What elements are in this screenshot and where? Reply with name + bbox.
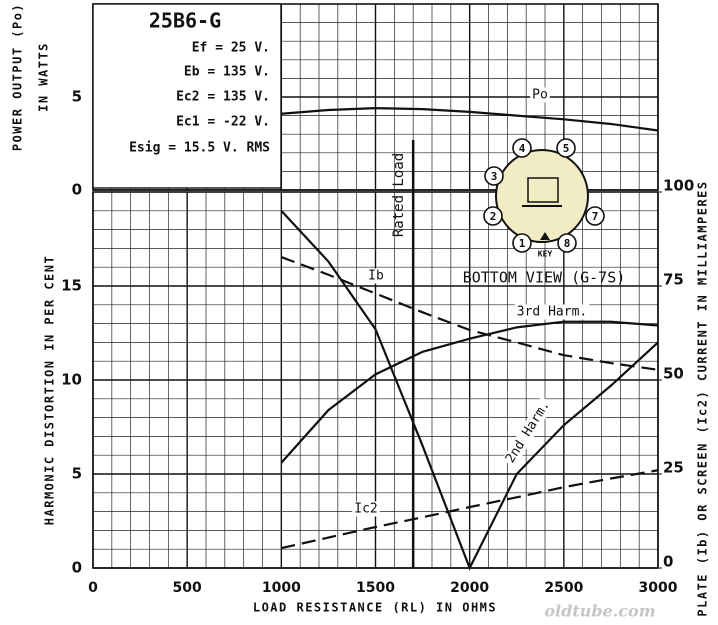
y2-tick-label: 50 — [663, 365, 684, 383]
label-background — [530, 87, 550, 103]
series-line — [280, 210, 659, 571]
y-tick-label: 15 — [61, 277, 82, 295]
pin — [484, 166, 504, 186]
x-axis-title: LOAD RESISTANCE (RL) IN OHMS — [253, 601, 497, 615]
pin — [557, 233, 577, 253]
y-axis-title: IN WATTS — [37, 42, 51, 112]
y2-tick-label: 0 — [663, 553, 673, 571]
tube-base — [495, 149, 589, 243]
rated-load-label: Rated Load — [391, 153, 407, 237]
series-line — [280, 320, 659, 464]
pin — [585, 206, 605, 226]
y-tick-label: 5 — [72, 88, 82, 106]
series-label: Po — [532, 88, 548, 103]
y-tick-label: 0 — [72, 559, 82, 577]
watermark: oldtube.com — [544, 602, 655, 621]
pin-label: 8 — [564, 237, 571, 250]
series-line — [281, 107, 659, 132]
label-background — [514, 304, 590, 320]
info-box — [92, 3, 282, 189]
pin — [512, 233, 532, 253]
pin — [556, 138, 576, 158]
marks — [280, 107, 659, 571]
y-axis-title: HARMONIC DISTORTION IN PER CENT — [43, 255, 57, 525]
x-tick-label: 1500 — [356, 580, 395, 596]
info-line: Ec2 = 135 V. — [176, 90, 270, 105]
label-background — [366, 268, 386, 284]
series-label: Ib — [368, 269, 384, 284]
y-axis-title: POWER OUTPUT (Po) — [11, 3, 25, 151]
pin — [512, 138, 532, 158]
pin-label: 3 — [491, 170, 498, 183]
y2-tick-label: 75 — [663, 271, 684, 289]
base-outline — [495, 149, 589, 243]
base-label: BOTTOM VIEW (G-7S) — [463, 269, 626, 287]
y-tick-label: 5 — [72, 465, 82, 483]
y2-tick-label: 25 — [663, 459, 684, 477]
info-line: Esig = 15.5 V. RMS — [129, 141, 270, 156]
pins: 1 2 3 4 5 7 8 — [483, 138, 605, 253]
pin — [483, 206, 503, 226]
pin-label: 1 — [519, 237, 526, 250]
info-line: Ec1 = -22 V. — [176, 115, 270, 130]
x-tick-label: 2000 — [450, 580, 489, 596]
label-background — [501, 396, 555, 468]
key-mark — [540, 232, 550, 240]
pin-label: 7 — [592, 210, 599, 223]
pin-label: 2 — [490, 210, 497, 223]
y2-axis-title: PLATE (Ib) OR SCREEN (Ic2) CURRENT IN MI… — [696, 180, 710, 616]
series-line — [281, 469, 659, 550]
tube-title: 25B6-G — [149, 9, 221, 33]
info-line: Eb = 135 V. — [184, 65, 270, 80]
x-tick-label: 1000 — [262, 580, 301, 596]
y-tick-label: 0 — [72, 181, 82, 199]
series-label: Ic2 — [354, 502, 377, 517]
pin-label: 4 — [519, 142, 526, 155]
electrode — [527, 177, 559, 203]
label-background — [352, 501, 380, 517]
info-line: Ef = 25 V. — [192, 41, 270, 56]
series-line — [280, 256, 659, 371]
x-tick-label: 2500 — [544, 580, 583, 596]
pin-label: 5 — [563, 142, 570, 155]
series-label: 3rd Harm. — [517, 305, 587, 320]
key-label: KEY — [538, 250, 553, 259]
x-tick-label: 500 — [173, 580, 202, 596]
y-tick-label: 10 — [61, 371, 82, 389]
x-tick-label: 3000 — [639, 580, 678, 596]
y2-tick-label: 100 — [663, 177, 694, 195]
x-tick-label: 0 — [88, 580, 98, 596]
